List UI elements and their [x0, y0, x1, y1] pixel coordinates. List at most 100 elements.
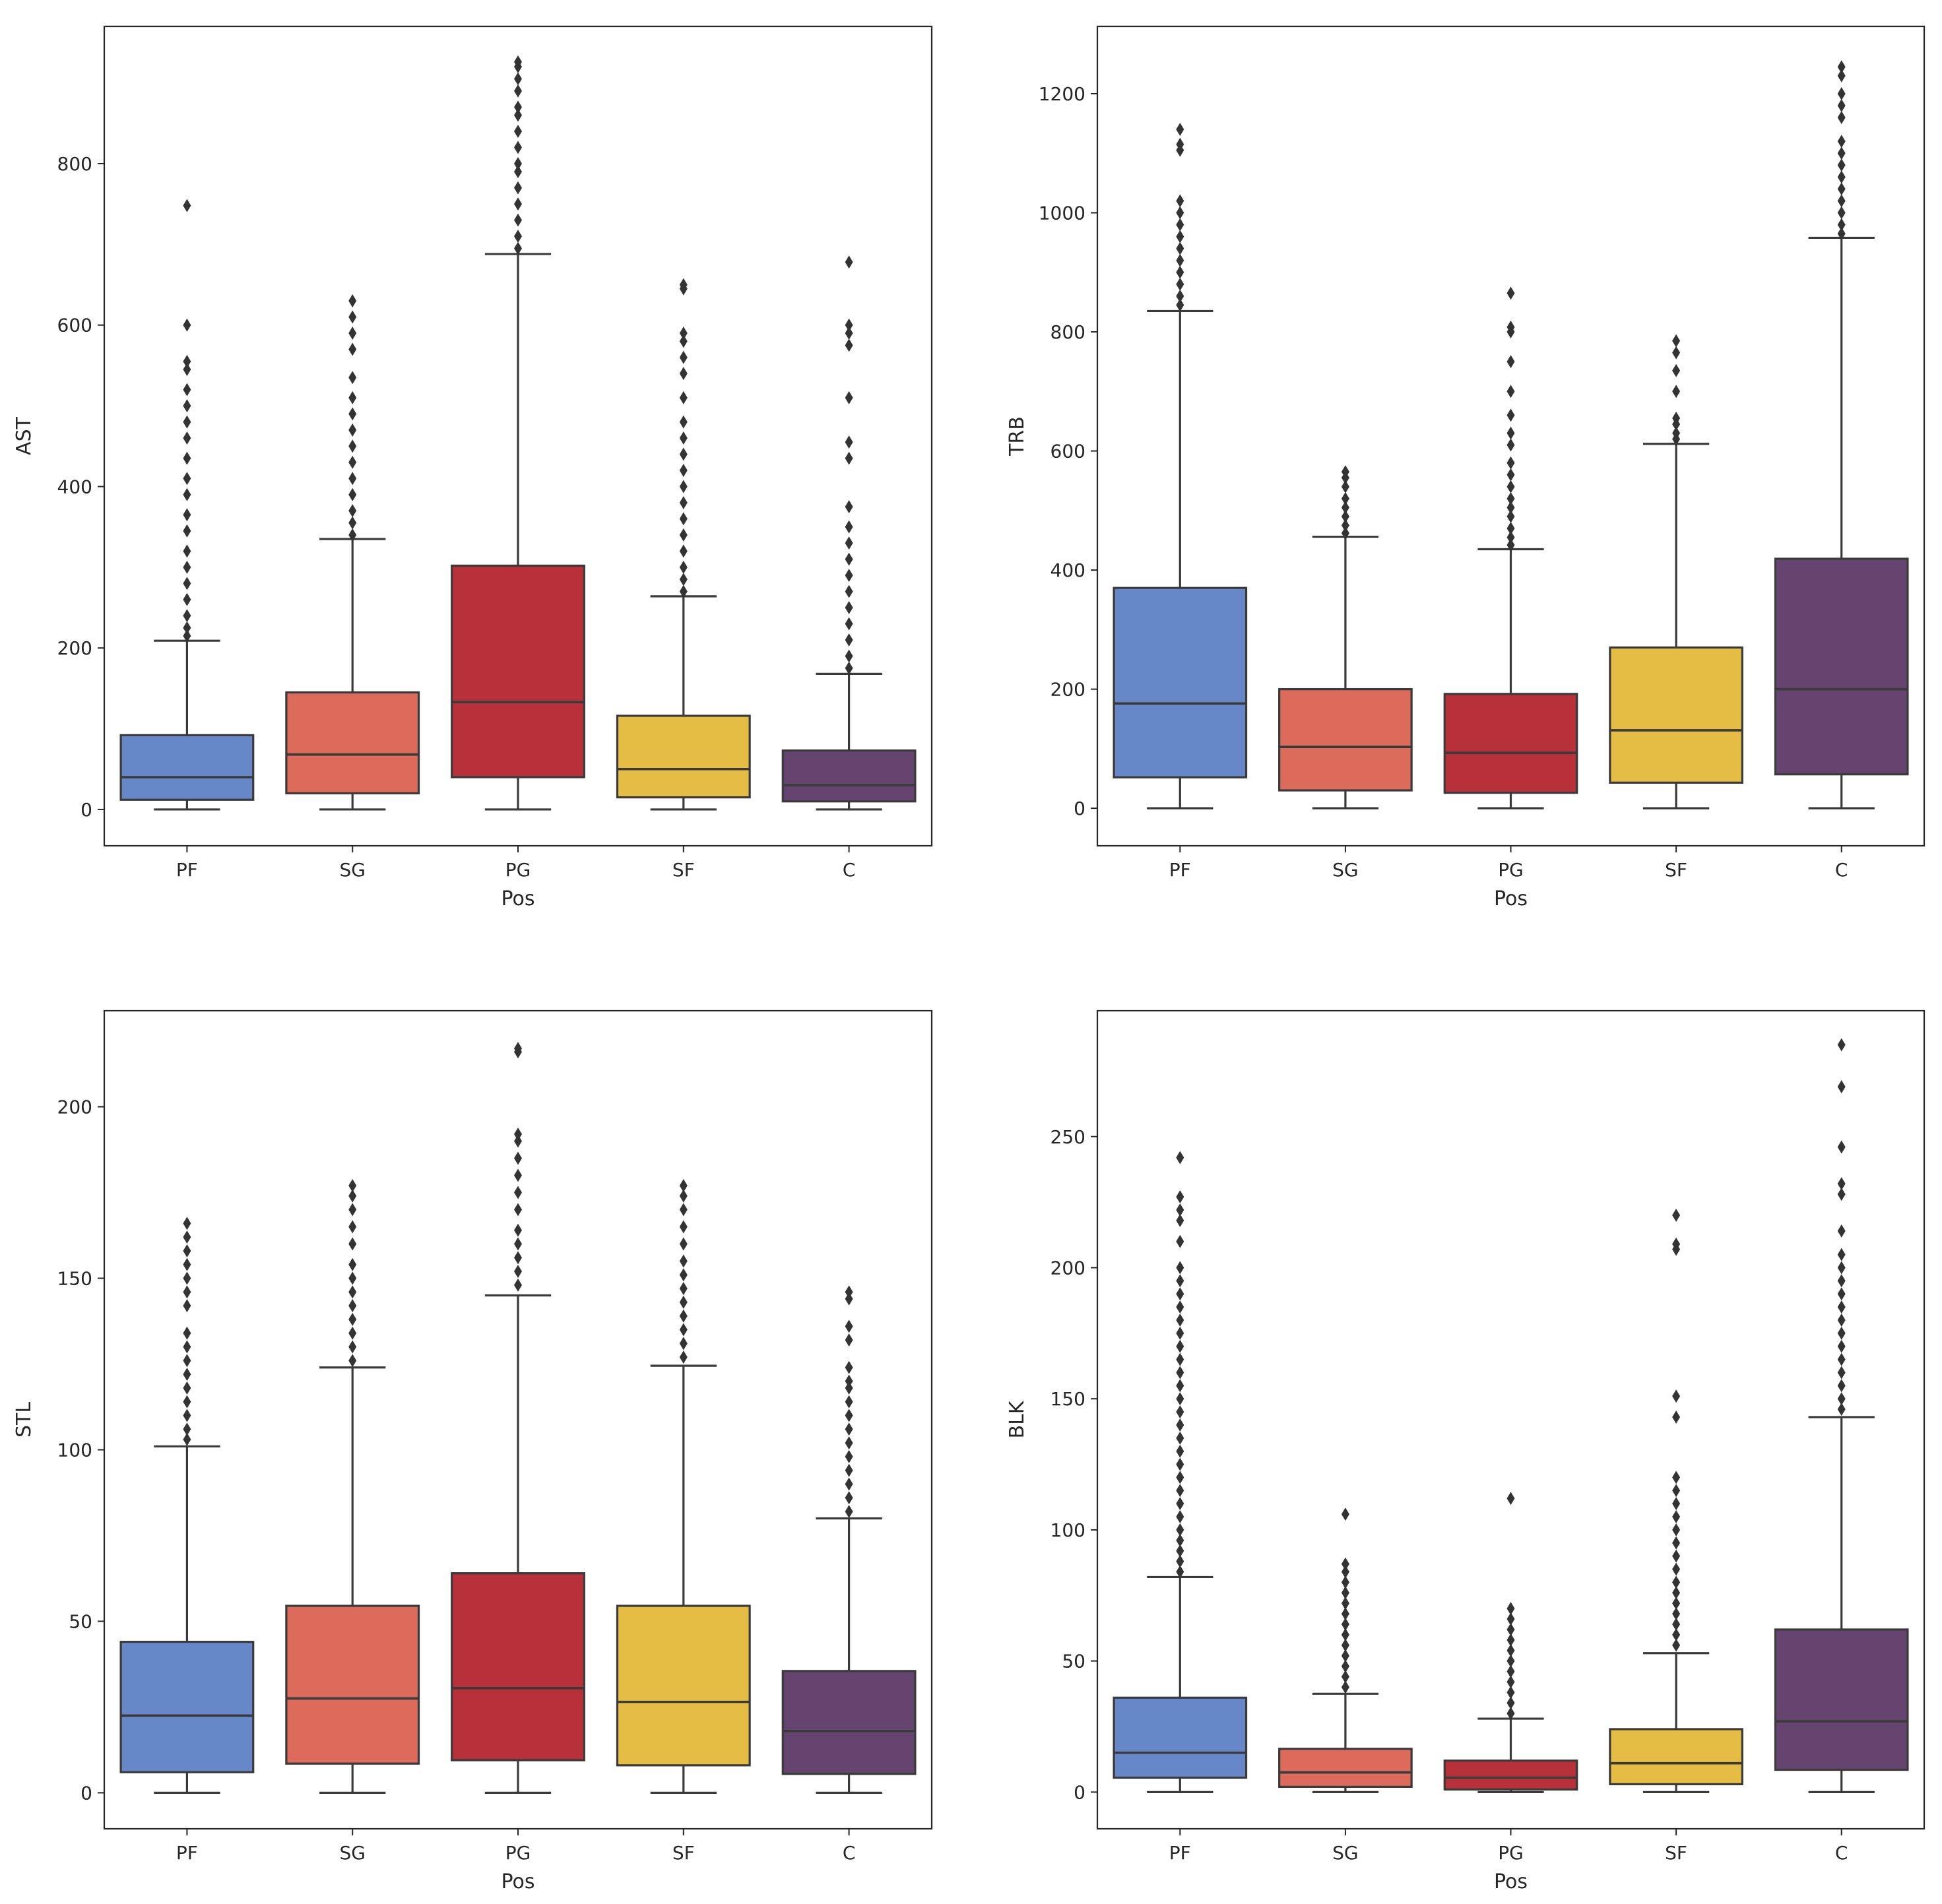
trb-xtick-label-pf: PF — [1169, 859, 1191, 881]
trb-c-outlier — [1837, 69, 1846, 82]
stl-pg-outlier — [514, 1186, 522, 1199]
stl-sf-outlier — [679, 1350, 688, 1364]
ast-y-axis-label: AST — [13, 416, 36, 455]
blk-c-outlier — [1837, 1366, 1846, 1380]
blk-sf-outlier — [1672, 1209, 1681, 1222]
stl-xtick-label-sg: SG — [339, 1842, 365, 1864]
ast-pf-outlier — [183, 318, 191, 332]
blk-pf-outlier — [1176, 1554, 1184, 1568]
blk-c-outlier — [1837, 1339, 1846, 1353]
blk-pg-outlier — [1506, 1633, 1515, 1647]
blk-pg-outlier — [1506, 1696, 1515, 1710]
blk-sf-outlier — [1672, 1638, 1681, 1652]
blk-sg-outlier — [1341, 1565, 1349, 1579]
blk-xtick-label-c: C — [1835, 1842, 1848, 1864]
ast-sg-outlier — [348, 294, 357, 308]
stl-sf-outlier — [679, 1179, 688, 1193]
trb-sf-outlier — [1672, 385, 1681, 398]
ast-pg-outlier — [514, 157, 522, 171]
blk-sg-box — [1278, 1748, 1413, 1789]
blk-c-outlier — [1837, 1392, 1846, 1406]
ast-sg-outlier — [348, 488, 357, 501]
trb-sg-boxplot — [1278, 465, 1413, 809]
trb-ytick-label-200: 200 — [1051, 679, 1085, 701]
stl-c-outlier — [845, 1285, 853, 1299]
trb-sg-outlier — [1341, 492, 1349, 505]
ast-xtick-label-pg: PG — [505, 859, 531, 881]
trb-pf-outlier — [1176, 218, 1184, 232]
blk-pg-outlier — [1506, 1622, 1515, 1636]
stl-ytick-label-150: 150 — [57, 1268, 92, 1290]
trb-c-outlier — [1837, 135, 1846, 148]
ast-c-outlier — [845, 661, 853, 675]
trb-pg-outlier — [1506, 492, 1515, 505]
stl-pf-outlier — [183, 1285, 191, 1299]
ast-sf-outlier — [679, 495, 688, 509]
stl-xtick-label-pf: PF — [176, 1842, 198, 1864]
ast-pf-outlier — [183, 431, 191, 445]
stl-pg-outlier — [514, 1237, 522, 1251]
ast-sf-outlier — [679, 480, 688, 493]
trb-pg-outlier — [1506, 468, 1515, 482]
blk-pf-outlier — [1176, 1471, 1184, 1484]
blk-ytick-label-0: 0 — [1074, 1781, 1085, 1803]
blk-sf-outlier — [1672, 1618, 1681, 1631]
trb-xtick-label-pg: PG — [1498, 859, 1524, 881]
stl-x-axis-label: Pos — [501, 1870, 534, 1893]
ast-c-outlier — [845, 451, 853, 465]
trb-pf-outlier — [1176, 265, 1184, 279]
blk-c-outlier — [1837, 1326, 1846, 1340]
ast-c-outlier — [845, 435, 853, 449]
blk-sg-outlier — [1341, 1607, 1349, 1621]
trb-c-boxplot — [1774, 60, 1909, 809]
ast-sg-outlier — [348, 472, 357, 486]
stl-sf-outlier — [679, 1203, 688, 1217]
blk-pg-outlier — [1506, 1643, 1515, 1657]
ast-pg-boxplot — [451, 55, 585, 811]
trb-ytick-label-1000: 1000 — [1039, 203, 1085, 224]
trb-pg-boxplot — [1443, 286, 1578, 809]
ast-sf-outlier — [679, 544, 688, 558]
trb-pg-outlier — [1506, 286, 1515, 300]
trb-pg-box — [1443, 693, 1578, 794]
ast-c-outlier — [845, 569, 853, 583]
blk-pf-outlier — [1176, 1261, 1184, 1275]
blk-pg-box — [1443, 1760, 1578, 1791]
blk-sf-outlier — [1672, 1607, 1681, 1621]
ast-ytick-label-200: 200 — [57, 637, 92, 659]
blk-sf-box — [1609, 1728, 1743, 1786]
ast-sf-outlier — [679, 350, 688, 364]
ast-pg-outlier — [514, 100, 522, 114]
ast-pg-outlier — [514, 230, 522, 243]
ast-ytick-label-600: 600 — [57, 315, 92, 336]
ast-c-outlier — [845, 633, 853, 647]
ast-sf-outlier — [679, 528, 688, 542]
trb-c-outlier — [1837, 170, 1846, 184]
ast-c-outlier — [845, 255, 853, 269]
blk-pf-outlier — [1176, 1523, 1184, 1537]
stl-pg-boxplot — [451, 1042, 585, 1794]
stl-c-outlier — [845, 1477, 853, 1491]
blk-pf-outlier — [1176, 1366, 1184, 1380]
stl-pf-outlier — [183, 1257, 191, 1271]
trb-pg-outlier — [1506, 509, 1515, 523]
blk-c-outlier — [1837, 1080, 1846, 1094]
blk-pf-outlier — [1176, 1190, 1184, 1204]
trb-c-outlier — [1837, 60, 1846, 74]
blk-pf-outlier — [1176, 1213, 1184, 1227]
blk-pf-boxplot — [1113, 1151, 1248, 1793]
trb-pg-outlier — [1506, 456, 1515, 470]
ast-sf-outlier — [679, 326, 688, 340]
blk-pf-outlier — [1176, 1497, 1184, 1511]
blk-sg-outlier — [1341, 1618, 1349, 1631]
blk-sg-outlier — [1341, 1597, 1349, 1610]
ast-sf-outlier — [679, 560, 688, 574]
ast-pf-outlier — [183, 621, 191, 635]
trb-sg-outlier — [1341, 480, 1349, 493]
blk-sf-outlier — [1672, 1389, 1681, 1403]
blk-pg-outlier — [1506, 1612, 1515, 1626]
blk-sf-outlier — [1672, 1237, 1681, 1251]
blk-sg-outlier — [1341, 1628, 1349, 1641]
trb-c-box — [1774, 557, 1909, 776]
ast-c-outlier — [845, 326, 853, 340]
